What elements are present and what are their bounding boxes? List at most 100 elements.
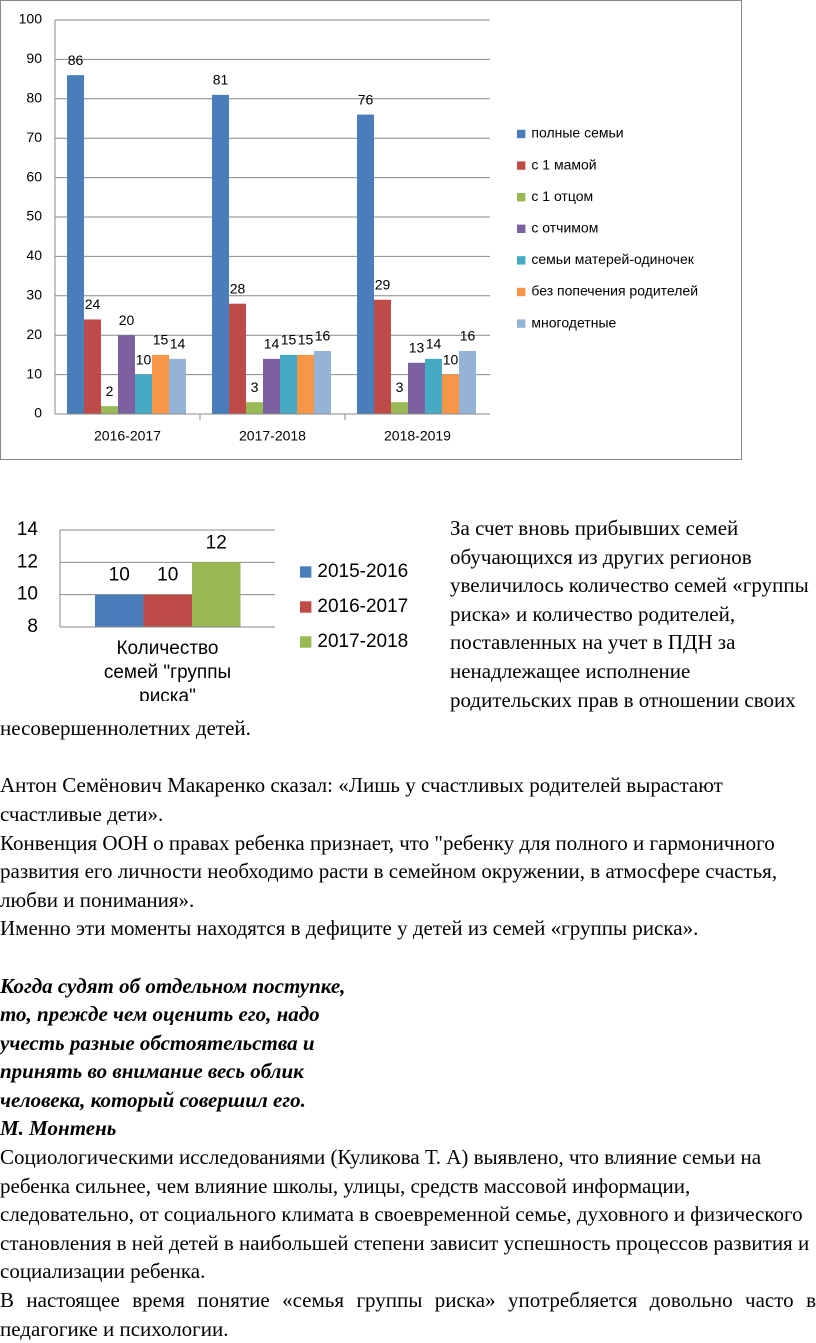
x-tick-label: 2018-2019: [384, 428, 451, 444]
legend-swatch: [517, 129, 526, 139]
y-tick-label: 70: [26, 129, 42, 145]
bar: [143, 594, 192, 627]
bar: [152, 354, 169, 414]
legend-label: 2017-2018: [317, 631, 408, 652]
legend-swatch: [517, 161, 526, 170]
bar: [374, 299, 391, 414]
bar: [408, 362, 425, 414]
legend-label: многодетные: [531, 314, 616, 330]
bar: [280, 354, 297, 414]
data-label: 3: [251, 379, 259, 395]
y-tick-label: 100: [19, 11, 43, 27]
epigraph-author: М. Монтень: [0, 1116, 117, 1141]
data-label: 15: [298, 332, 314, 348]
y-tick-label: 60: [26, 168, 42, 184]
paragraph: Конвенция ООН о правах ребенка признает,…: [0, 830, 778, 912]
bar: [263, 358, 280, 414]
paragraph: В настоящее время понятие «семья группы …: [0, 1288, 816, 1341]
bar: [229, 303, 246, 414]
chart: 0 10 20 30 40 50 60 70 80 90 100 2016-2017 86 24 2 20 10…: [0, 0, 742, 460]
legend-label: полные семьи: [531, 125, 623, 141]
x-tick-label: 2017-2018: [239, 428, 306, 444]
data-label: 16: [315, 328, 331, 344]
bar: [391, 402, 408, 414]
data-label: 14: [170, 336, 186, 352]
chart-frame: [0, 0, 742, 460]
y-tick-label: 30: [26, 287, 42, 303]
bar: [84, 319, 101, 414]
paragraph: Антон Семёнович Макаренко сказал: «Лишь …: [0, 773, 723, 826]
data-label: 10: [136, 351, 152, 367]
bar: [67, 75, 84, 414]
legend-label: семьи матерей-одиночек: [531, 251, 694, 267]
paragraph: За счет вновь прибывших семей обучающихс…: [0, 516, 809, 741]
legend-label: с 1 отцом: [531, 188, 593, 204]
data-label: 86: [68, 52, 84, 68]
legend-swatch: [300, 636, 312, 648]
data-label: 3: [396, 379, 404, 395]
bar: [357, 114, 374, 414]
y-tick-label: 40: [26, 247, 42, 263]
y-tick-label: 90: [26, 50, 42, 66]
document: За счет вновь прибывших семей обучающихс…: [0, 514, 816, 1343]
y-tick-label: 10: [26, 365, 42, 381]
bar: [118, 335, 135, 414]
bar: [101, 406, 118, 414]
data-label: 10: [443, 351, 459, 367]
data-label: 29: [375, 276, 391, 292]
y-tick-label: 50: [26, 208, 42, 224]
legend-swatch: [517, 287, 526, 297]
x-tick-label-box: Количество семей "группы риска": [103, 638, 232, 701]
legend-swatch: [517, 319, 526, 328]
y-tick-label: 8: [27, 616, 38, 637]
x-tick-label: 2016-2017: [94, 428, 161, 444]
y-tick-label: 10: [17, 584, 38, 605]
legend-label: 2015-2016: [317, 561, 408, 582]
epigraph-line: Когда судят об отдельном поступке,: [0, 973, 346, 998]
data-label: 14: [264, 336, 280, 352]
legend-swatch: [517, 224, 526, 233]
bar: [135, 374, 152, 414]
epigraph-line: учесть разные обстоятельства и: [0, 1030, 315, 1055]
data-label: 12: [206, 532, 227, 553]
bar: [442, 374, 459, 414]
legend-swatch: [517, 193, 526, 202]
y-tick-label: 20: [26, 326, 42, 342]
bar: [95, 594, 144, 627]
legend-swatch: [300, 566, 312, 578]
data-label: 2: [106, 383, 114, 399]
bar: [425, 358, 442, 414]
legend-label: с отчимом: [531, 220, 598, 236]
data-label: 76: [358, 91, 374, 107]
legend-label: с 1 мамой: [531, 156, 596, 172]
epigraph-line: то, прежде чем оценить его, надо: [0, 1002, 320, 1027]
y-tick-label: 80: [26, 90, 42, 106]
data-label: 28: [230, 280, 246, 296]
bar: [169, 358, 186, 414]
bar: [212, 94, 229, 415]
legend-label: 2016-2017: [317, 596, 408, 617]
data-label: 16: [460, 328, 476, 344]
legend-label: без попечения родителей: [531, 283, 698, 299]
paragraph: Именно эти моменты находятся в дефиците …: [0, 916, 699, 941]
chart: 8 10 12 14 Количество семей "группы риска" 10…: [17, 519, 408, 701]
x-tick-label: Количество семей "группы риска": [103, 638, 232, 701]
data-label: 15: [153, 332, 169, 348]
data-label: 24: [85, 296, 101, 312]
epigraph-line: принять во внимание весь облик: [0, 1059, 304, 1084]
data-label: 10: [109, 565, 130, 586]
y-tick-label: 0: [34, 405, 42, 421]
bar: [192, 562, 241, 627]
data-label: 20: [119, 312, 135, 328]
bar: [246, 402, 263, 414]
data-label: 15: [281, 332, 297, 348]
y-tick-label: 14: [17, 519, 39, 540]
legend-swatch: [300, 601, 312, 613]
data-label: 10: [157, 565, 178, 586]
bar: [314, 350, 331, 414]
paragraph: Социологическими исследованиями (Куликов…: [0, 1145, 810, 1284]
data-label: 81: [213, 72, 229, 88]
epigraph-line: человека, который совершил его.: [0, 1087, 306, 1112]
legend-swatch: [517, 256, 526, 265]
